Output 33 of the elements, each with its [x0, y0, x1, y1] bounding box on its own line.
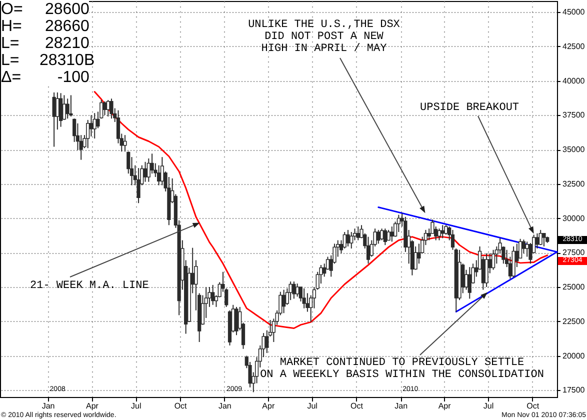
x-tick-label: Oct [526, 402, 540, 410]
x-tick-label: Apr [86, 402, 99, 410]
y-tick-label: 27500 [562, 248, 586, 258]
y-tick-label: 45000 [562, 8, 586, 16]
x-tick-label: Jul [483, 402, 494, 410]
annotation: MARKET CONTINUED TO PREVIOUSLY SETTLE ON A WEEEKLY BASIS WITHIN THE CONSOLIDATION [260, 357, 544, 381]
x-tick-label: Jul [131, 402, 142, 410]
text: Δ= -100 [1, 69, 90, 86]
y-tick-label: 17500 [562, 386, 586, 395]
text: O= 28600 [1, 1, 90, 18]
x-tick-label: Jan [394, 402, 408, 410]
y-tick-label: 32500 [562, 179, 586, 188]
text: L= 28210 [1, 35, 90, 52]
x-tick-label: Apr [438, 402, 452, 410]
y-tick-label: 22500 [562, 316, 586, 326]
text: L= 28310B [1, 52, 95, 69]
y-tick-label: 37500 [562, 110, 586, 120]
annotation: UPSIDE BREAKOUT [420, 102, 520, 114]
x-tick-label: Oct [350, 402, 364, 410]
y-tick-label: 40000 [562, 76, 586, 86]
y-tick-label: 30000 [562, 214, 586, 223]
annotation: 21- WEEK M.A. LINE [30, 280, 149, 292]
x-tick-label: Apr [262, 402, 275, 410]
annotation: UNLIKE THE U.S.,THE DSX DID NOT POST A NEW HIGH IN APRIL / MAY [248, 19, 400, 55]
x-tick-label: Jan [218, 402, 232, 410]
x-tick-label: Jan [42, 402, 55, 410]
y-tick-label: 25000 [562, 282, 586, 292]
x-tick-label: Oct [174, 402, 188, 410]
y-tick-label: 42500 [562, 42, 586, 51]
text: H= 28660 [1, 18, 90, 35]
x-tick-label: Jul [307, 402, 318, 410]
y-tick-label: 20000 [562, 351, 586, 360]
y-tick-label: 35000 [562, 145, 586, 154]
